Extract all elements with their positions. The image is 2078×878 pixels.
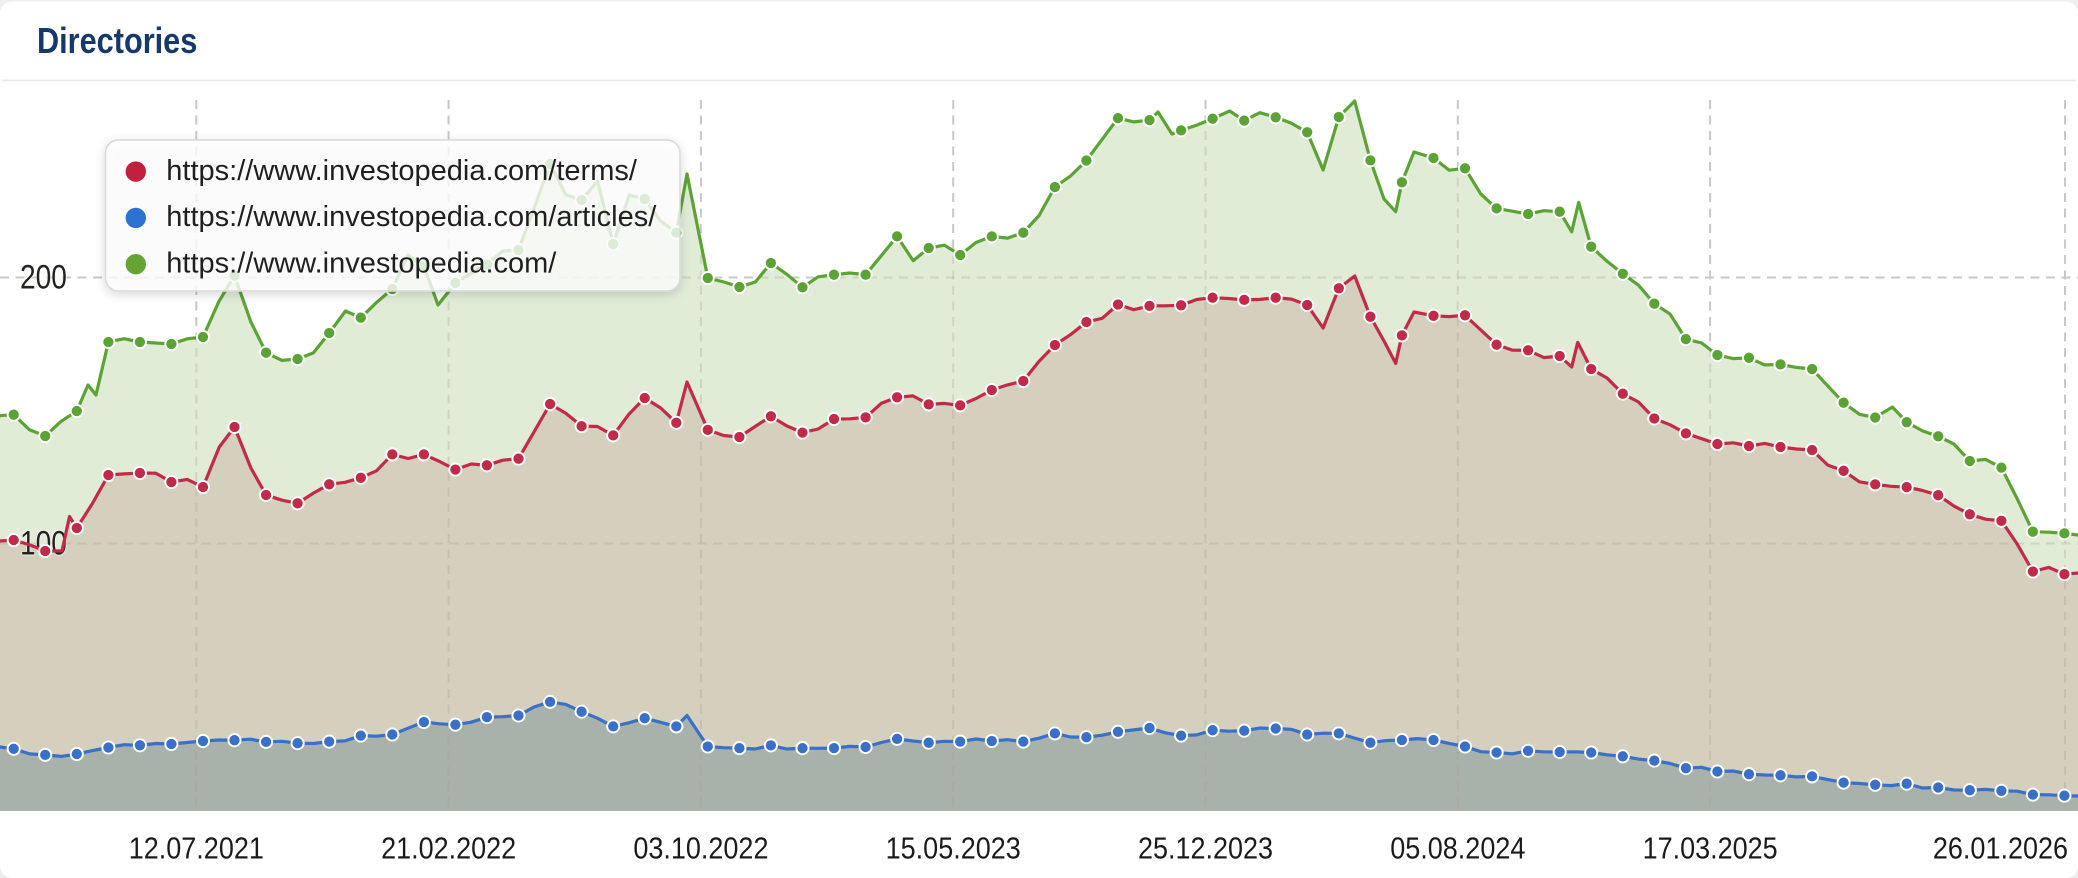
svg-text:25.12.2023: 25.12.2023 bbox=[1138, 832, 1273, 866]
svg-text:https://www.investopedia.com/t: https://www.investopedia.com/terms/ bbox=[166, 155, 638, 187]
svg-text:200: 200 bbox=[20, 258, 67, 296]
svg-text:03.10.2022: 03.10.2022 bbox=[633, 832, 768, 866]
svg-text:Directories: Directories bbox=[37, 22, 197, 62]
svg-text:https://www.investopedia.com/a: https://www.investopedia.com/articles/ bbox=[166, 201, 657, 233]
svg-text:15.05.2023: 15.05.2023 bbox=[886, 832, 1021, 866]
svg-text:21.02.2022: 21.02.2022 bbox=[381, 832, 516, 866]
svg-text:17.03.2025: 17.03.2025 bbox=[1643, 832, 1778, 866]
svg-text:12.07.2021: 12.07.2021 bbox=[129, 832, 264, 866]
svg-text:26.01.2026: 26.01.2026 bbox=[1933, 832, 2068, 866]
svg-text:05.08.2024: 05.08.2024 bbox=[1390, 832, 1525, 866]
svg-text:https://www.investopedia.com/: https://www.investopedia.com/ bbox=[166, 248, 557, 280]
